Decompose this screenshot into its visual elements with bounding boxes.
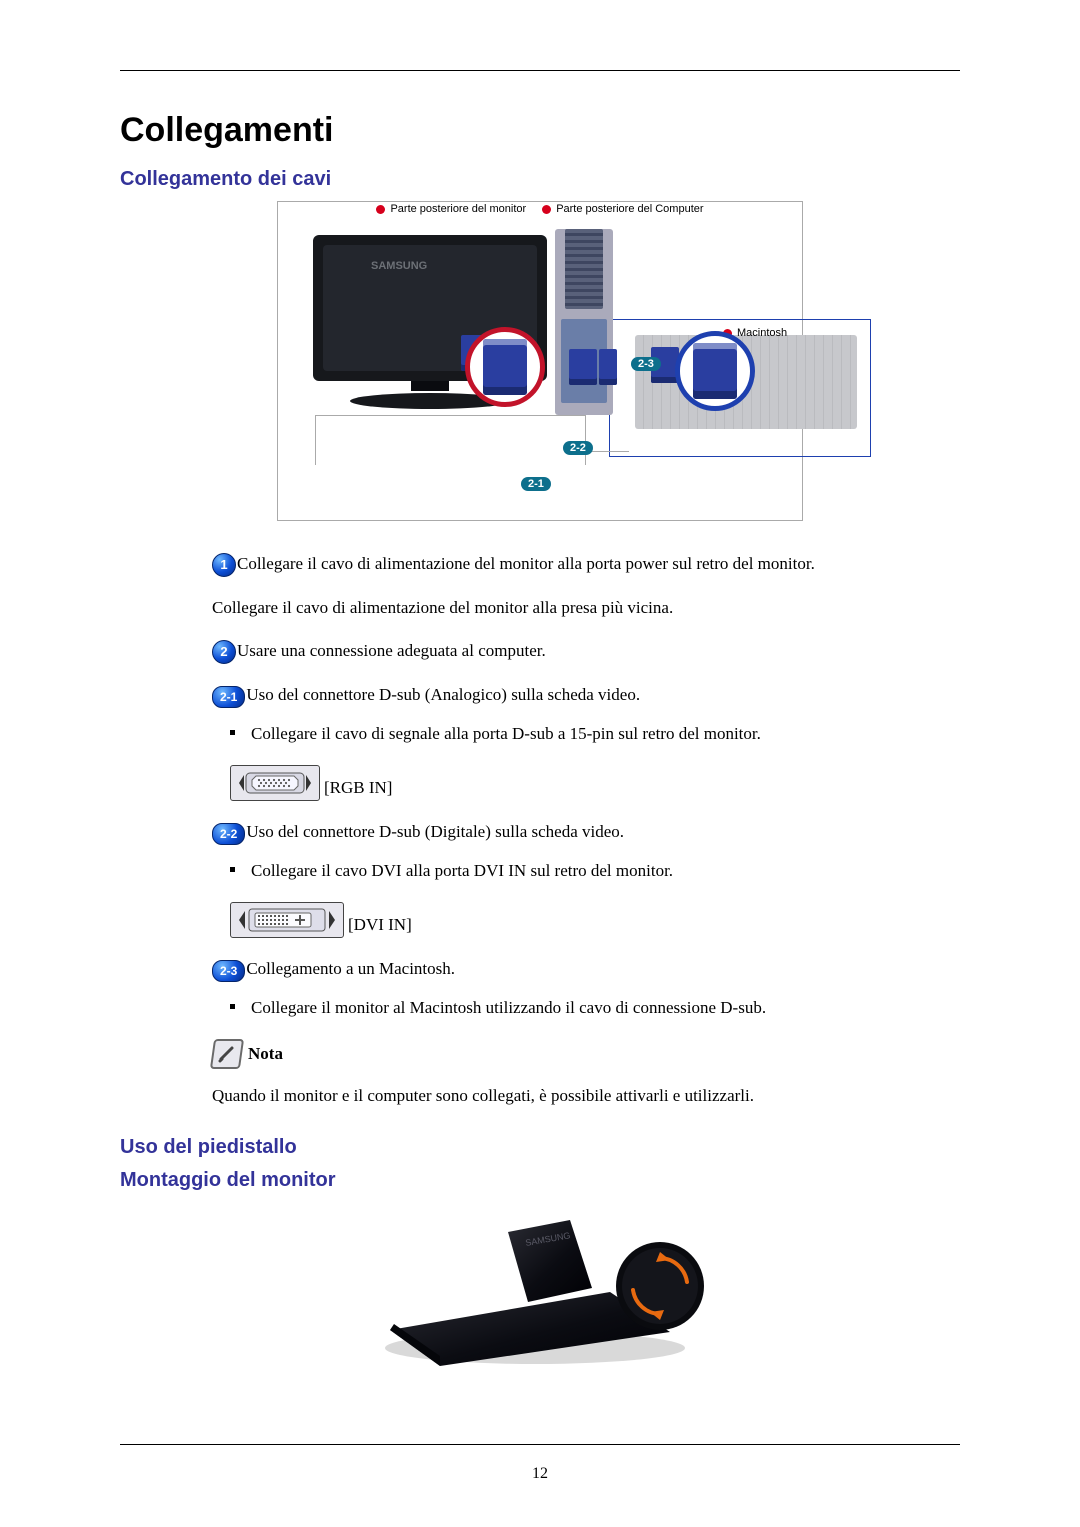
zoom-bubble-mac xyxy=(675,331,755,411)
step-2-2-bullet-text: Collegare il cavo DVI alla porta DVI IN … xyxy=(251,858,673,884)
legend-pc-label: Parte posteriore del Computer xyxy=(556,203,703,215)
rgb-port-icon xyxy=(230,765,320,801)
page: Collegamenti Collegamento dei cavi Parte… xyxy=(0,0,1080,1527)
instructions-body: 1 Collegare il cavo di alimentazione del… xyxy=(212,551,948,1108)
legend-dot-icon xyxy=(542,205,551,214)
note-text: Quando il monitor e il computer sono col… xyxy=(212,1083,948,1109)
stand-section: Uso del piedistallo Montaggio del monito… xyxy=(120,1136,960,1372)
step-2-1-bullet: Collegare il cavo di segnale alla porta … xyxy=(230,721,948,747)
note-icon xyxy=(210,1039,244,1069)
step-2-2: 2-2 Uso del connettore D-sub (Digitale) … xyxy=(212,819,948,845)
step-badge-2: 2 xyxy=(212,640,236,664)
rgb-port-label: [RGB IN] xyxy=(324,775,392,801)
connection-diagram: Parte posteriore del monitor Parte poste… xyxy=(255,201,825,521)
tag-2-3: 2-3 xyxy=(631,357,661,371)
zoom-bubble-monitor xyxy=(465,327,545,407)
svg-text:SAMSUNG: SAMSUNG xyxy=(371,260,427,272)
step-1: 1 Collegare il cavo di alimentazione del… xyxy=(212,551,948,577)
step-2-1-bullet-text: Collegare il cavo di segnale alla porta … xyxy=(251,721,761,747)
step-1-followup: Collegare il cavo di alimentazione del m… xyxy=(212,595,948,621)
step-2: 2 Usare una connessione adeguata al comp… xyxy=(212,638,948,664)
page-number: 12 xyxy=(0,1465,1080,1483)
diagram-legend: Parte posteriore del monitor Parte poste… xyxy=(255,203,825,215)
top-rule xyxy=(120,70,960,71)
step-2-2-text: Uso del connettore D-sub (Digitale) sull… xyxy=(246,819,624,845)
legend-monitor-label: Parte posteriore del monitor xyxy=(390,203,526,215)
bottom-rule xyxy=(120,1444,960,1445)
note-row: Nota xyxy=(212,1039,948,1069)
pc-ports xyxy=(565,229,603,309)
dvi-port-icon xyxy=(230,902,344,938)
main-title: Collegamenti xyxy=(120,111,960,150)
tag-2-1: 2-1 xyxy=(521,477,551,491)
step-badge-2-1: 2-1 xyxy=(212,686,245,708)
vga-plug xyxy=(569,349,597,385)
stand-heading-1: Uso del piedistallo xyxy=(120,1136,960,1159)
step-2-1-text: Uso del connettore D-sub (Analogico) sul… xyxy=(246,682,640,708)
stand-assembly-illustration: SAMSUNG xyxy=(360,1202,720,1372)
legend-mac-label: Macintosh xyxy=(737,327,787,339)
vga-connector-icon xyxy=(693,343,737,399)
cable-line xyxy=(585,415,586,465)
stand-heading-2: Montaggio del monitor xyxy=(120,1169,960,1192)
cable-line xyxy=(315,415,585,416)
bullet-icon xyxy=(230,867,235,872)
legend-dot-icon xyxy=(376,205,385,214)
step-2-3: 2-3 Collegamento a un Macintosh. xyxy=(212,956,948,982)
vga-connector-icon xyxy=(483,339,527,395)
step-badge-2-2: 2-2 xyxy=(212,823,245,845)
bullet-icon xyxy=(230,730,235,735)
step-2-3-bullet: Collegare il monitor al Macintosh utiliz… xyxy=(230,995,948,1021)
step-2-2-bullet: Collegare il cavo DVI alla porta DVI IN … xyxy=(230,858,948,884)
step-badge-1: 1 xyxy=(212,553,236,577)
legend-monitor-back: Parte posteriore del monitor xyxy=(376,203,526,215)
step-1-text: Collegare il cavo di alimentazione del m… xyxy=(237,551,815,577)
rgb-port-row: [RGB IN] xyxy=(230,765,948,801)
cable-line xyxy=(315,415,316,465)
step-2-3-bullet-text: Collegare il monitor al Macintosh utiliz… xyxy=(251,995,766,1021)
dvi-plug xyxy=(599,349,617,385)
dvi-port-label: [DVI IN] xyxy=(348,912,412,938)
note-label: Nota xyxy=(248,1041,283,1067)
bullet-icon xyxy=(230,1004,235,1009)
step-2-3-text: Collegamento a un Macintosh. xyxy=(246,956,455,982)
step-2-1: 2-1 Uso del connettore D-sub (Analogico)… xyxy=(212,682,948,708)
legend-pc-back: Parte posteriore del Computer xyxy=(542,203,703,215)
tag-2-2: 2-2 xyxy=(563,441,593,455)
step-2-text: Usare una connessione adeguata al comput… xyxy=(237,638,546,664)
step-badge-2-3: 2-3 xyxy=(212,960,245,982)
cables-heading: Collegamento dei cavi xyxy=(120,168,960,191)
dvi-port-row: [DVI IN] xyxy=(230,902,948,938)
